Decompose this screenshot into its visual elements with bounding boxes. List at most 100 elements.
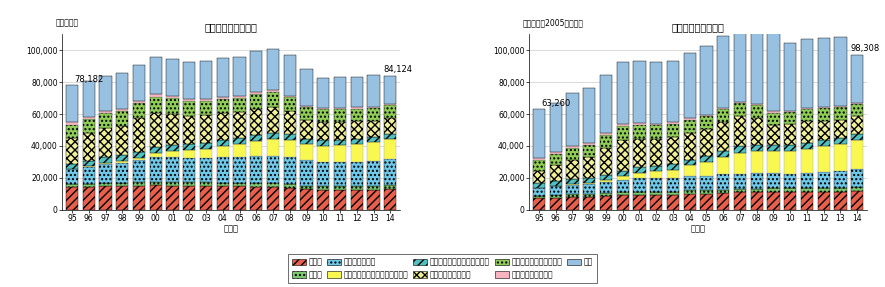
- Bar: [851, 104, 863, 116]
- Bar: [734, 192, 746, 210]
- Bar: [66, 164, 78, 168]
- Text: 84,124: 84,124: [383, 65, 412, 74]
- Bar: [150, 113, 162, 147]
- Bar: [818, 188, 830, 192]
- Bar: [566, 93, 579, 146]
- Bar: [566, 160, 579, 179]
- Bar: [200, 158, 212, 183]
- Bar: [851, 103, 863, 104]
- Text: （十億円）: （十億円）: [55, 18, 78, 28]
- Bar: [750, 189, 763, 192]
- Bar: [650, 124, 662, 125]
- Bar: [384, 118, 396, 134]
- Bar: [99, 183, 112, 187]
- Bar: [566, 185, 579, 194]
- Bar: [334, 109, 346, 122]
- Bar: [550, 103, 562, 152]
- Bar: [566, 179, 579, 184]
- Bar: [851, 140, 863, 169]
- Bar: [301, 120, 312, 139]
- Bar: [166, 151, 179, 157]
- Text: 78,182: 78,182: [74, 75, 104, 84]
- Bar: [818, 121, 830, 140]
- Bar: [750, 105, 763, 118]
- Bar: [217, 113, 229, 140]
- Bar: [767, 30, 780, 111]
- Bar: [317, 109, 329, 122]
- Bar: [166, 59, 179, 96]
- Bar: [116, 108, 128, 111]
- Bar: [583, 197, 596, 210]
- Bar: [200, 101, 212, 115]
- Bar: [384, 185, 396, 189]
- Bar: [684, 120, 696, 133]
- Bar: [550, 152, 562, 154]
- Bar: [617, 180, 628, 192]
- Bar: [234, 98, 245, 112]
- Bar: [818, 38, 830, 107]
- Bar: [617, 140, 628, 171]
- Bar: [367, 137, 380, 142]
- Bar: [301, 160, 312, 186]
- Bar: [250, 109, 262, 135]
- Title: 『名目国内生産額』: 『名目国内生産額』: [204, 22, 258, 32]
- Bar: [384, 189, 396, 210]
- Bar: [82, 161, 95, 166]
- Bar: [250, 183, 262, 187]
- Bar: [317, 108, 329, 109]
- Bar: [566, 197, 579, 210]
- Bar: [150, 185, 162, 210]
- Bar: [634, 139, 645, 168]
- Bar: [350, 144, 363, 162]
- Legend: 通信業, 放送業, 情報サービス業, インターネット附隨サービス業, 映像・音声・文字情報制作業, 情報通信関連製造業, 情報通信関連サービス業, 情報通信関連: 通信業, 放送業, 情報サービス業, インターネット附隨サービス業, 映像・音声…: [288, 254, 597, 283]
- Bar: [116, 126, 128, 155]
- Bar: [717, 36, 729, 108]
- Bar: [600, 196, 612, 210]
- Bar: [784, 112, 796, 124]
- Bar: [767, 145, 780, 151]
- Bar: [835, 107, 847, 120]
- Bar: [617, 62, 628, 124]
- Bar: [583, 183, 596, 184]
- Bar: [784, 188, 796, 192]
- Bar: [334, 108, 346, 109]
- Bar: [750, 104, 763, 105]
- Bar: [82, 187, 95, 210]
- Bar: [634, 123, 645, 125]
- Bar: [717, 108, 729, 109]
- Bar: [835, 37, 847, 106]
- Bar: [801, 149, 813, 173]
- Bar: [667, 137, 679, 164]
- Bar: [784, 151, 796, 174]
- Bar: [82, 167, 95, 184]
- Bar: [667, 164, 679, 170]
- Bar: [183, 144, 196, 150]
- Bar: [566, 148, 579, 160]
- Bar: [667, 170, 679, 178]
- Bar: [350, 187, 363, 190]
- Bar: [350, 77, 363, 108]
- Bar: [600, 75, 612, 133]
- Bar: [566, 184, 579, 185]
- Bar: [533, 198, 545, 210]
- Bar: [334, 187, 346, 190]
- Bar: [533, 109, 545, 158]
- Bar: [133, 65, 145, 101]
- Bar: [150, 57, 162, 94]
- Bar: [835, 192, 847, 210]
- Bar: [784, 174, 796, 188]
- Bar: [801, 121, 813, 143]
- Bar: [801, 173, 813, 188]
- Bar: [301, 139, 312, 144]
- Bar: [183, 150, 196, 158]
- Bar: [317, 190, 329, 210]
- Bar: [150, 182, 162, 185]
- Bar: [550, 195, 562, 197]
- Bar: [684, 165, 696, 176]
- Bar: [634, 168, 645, 173]
- Bar: [350, 162, 363, 187]
- Bar: [700, 176, 712, 190]
- Bar: [217, 140, 229, 146]
- Bar: [734, 102, 746, 103]
- Bar: [667, 191, 679, 195]
